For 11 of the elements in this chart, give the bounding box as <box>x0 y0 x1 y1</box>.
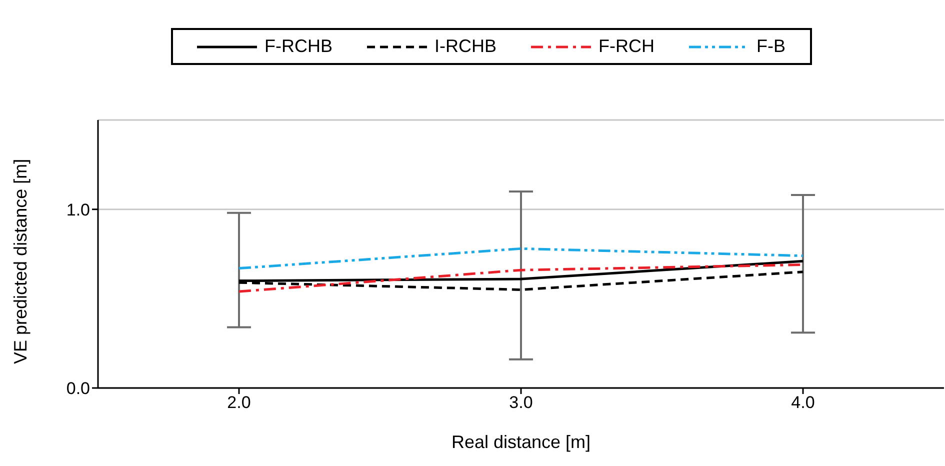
y-axis-title: VE predicted distance [m] <box>10 158 30 364</box>
y-tick-label: 0.0 <box>66 379 90 398</box>
x-tick-label: 3.0 <box>509 393 533 412</box>
x-axis-title: Real distance [m] <box>451 432 591 452</box>
legend-label: F-RCHB <box>264 36 332 57</box>
y-tick-label: 1.0 <box>66 200 90 220</box>
legend-label: F-RCH <box>598 36 654 57</box>
x-tick-label: 4.0 <box>791 393 815 412</box>
legend-label: F-B <box>756 36 786 57</box>
x-tick-label: 2.0 <box>227 393 251 412</box>
legend-label: I-RCHB <box>434 36 496 57</box>
